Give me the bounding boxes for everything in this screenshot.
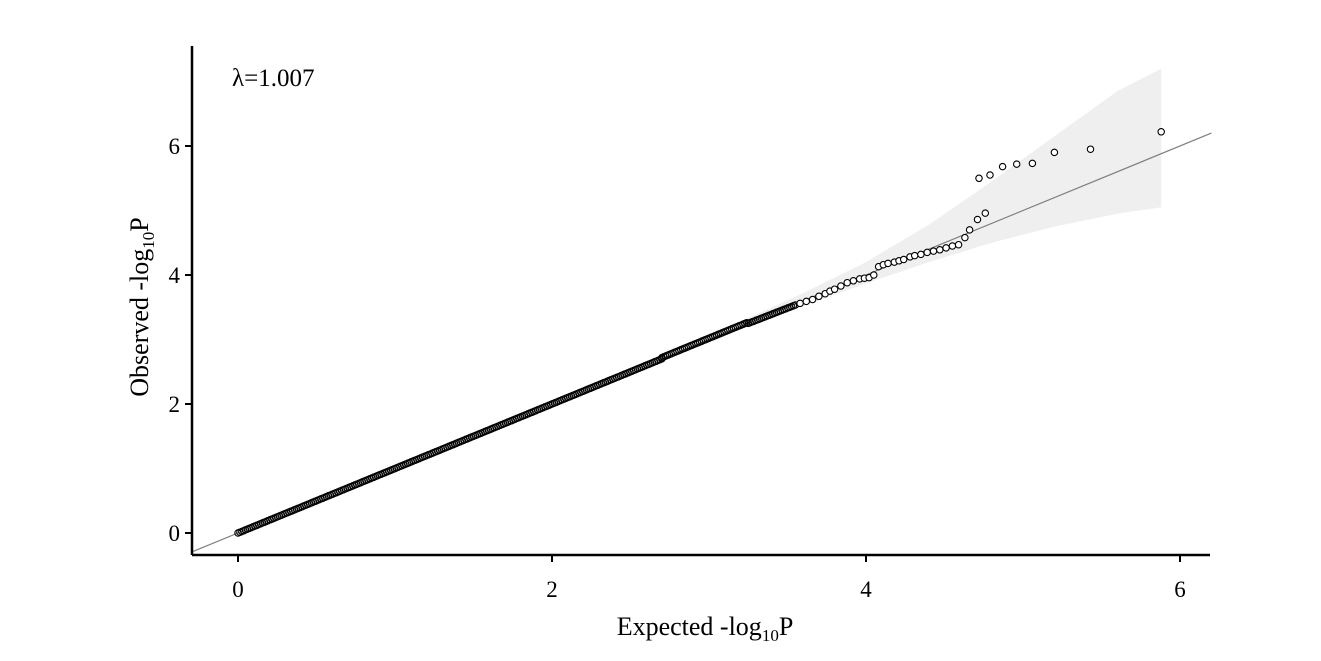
data-point [965, 226, 974, 234]
lambda-annotation: λ=1.007 [232, 65, 314, 92]
data-point [870, 271, 878, 279]
y-axis-title-base: Observed -log [125, 249, 154, 397]
confidence-band [740, 68, 1162, 330]
x-tick-label: 0 [232, 577, 244, 602]
y-tick-label: 0 [169, 521, 181, 546]
data-point [981, 209, 990, 217]
confidence-band-layer [740, 68, 1162, 330]
data-points-layer [234, 128, 1165, 537]
data-point [917, 250, 925, 259]
y-tick-label: 2 [169, 392, 181, 417]
data-point [942, 244, 950, 252]
data-point [923, 248, 931, 257]
data-point [884, 259, 892, 268]
y-tick-label: 6 [169, 134, 181, 159]
data-point [998, 162, 1007, 171]
y-axis-title: Observed -log10P [125, 217, 158, 396]
data-point [948, 242, 957, 250]
data-point [837, 282, 845, 290]
data-point [1028, 159, 1037, 168]
y-axis-title-suffix: P [125, 217, 154, 231]
data-point [936, 246, 944, 254]
x-tick-label: 2 [546, 577, 558, 602]
data-point [815, 292, 823, 301]
data-point [1012, 160, 1021, 168]
data-point [1157, 128, 1165, 136]
data-point [899, 255, 908, 264]
data-point [1050, 148, 1059, 157]
x-tick-label: 4 [860, 577, 872, 602]
ticks-layer: 0 2 4 6 0 2 4 6 [169, 134, 1186, 602]
data-point [986, 171, 994, 179]
data-point [849, 277, 858, 285]
data-point [929, 247, 938, 255]
data-point [910, 251, 919, 260]
data-point [843, 278, 851, 287]
y-axis-title-subscript: 10 [139, 232, 158, 249]
data-point [975, 174, 983, 183]
data-point [961, 233, 969, 242]
axes-layer [190, 46, 1210, 557]
data-point [796, 299, 804, 308]
x-axis-title-subscript: 10 [762, 626, 779, 645]
data-point [802, 297, 811, 306]
x-axis-title: Expected -log10P [617, 612, 794, 645]
data-point [1086, 145, 1095, 153]
data-point [954, 240, 963, 249]
data-point [973, 215, 982, 224]
x-tick-label: 6 [1174, 577, 1186, 602]
y-tick-label: 4 [169, 263, 181, 288]
x-axis-title-suffix: P [779, 612, 793, 641]
data-point [830, 285, 839, 293]
x-axis-title-base: Expected -log [617, 612, 762, 641]
data-point [808, 295, 817, 304]
